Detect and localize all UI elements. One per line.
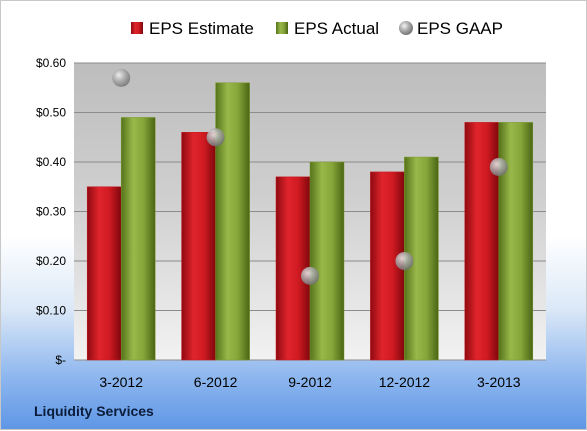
y-tick-label: $0.50 <box>36 106 66 120</box>
bar-eps-actual <box>498 122 534 361</box>
legend-item-estimate: EPS Estimate <box>131 19 254 38</box>
legend-label-actual: EPS Actual <box>294 19 379 38</box>
bar-eps-actual <box>215 82 250 361</box>
y-tick-label: $- <box>55 353 66 367</box>
legend-swatch-gaap <box>399 21 413 35</box>
bar-eps-estimate <box>464 122 500 361</box>
bar-eps-actual <box>309 161 345 361</box>
legend: EPS Estimate EPS Actual EPS GAAP <box>131 19 503 38</box>
x-axis-categories: 3-2012 6-2012 9-2012 12-2012 3-2013 <box>99 374 520 390</box>
legend-swatch-actual <box>276 22 288 34</box>
legend-swatch-estimate <box>131 22 143 34</box>
marker-eps-gaap <box>489 157 508 176</box>
legend-label-gaap: EPS GAAP <box>417 19 503 38</box>
y-tick-label: $0.40 <box>36 155 66 169</box>
bar-eps-actual <box>120 117 156 361</box>
x-category-label: 12-2012 <box>379 374 431 390</box>
gaap-markers <box>112 68 508 285</box>
x-category-label: 3-2013 <box>477 374 521 390</box>
x-category-label: 9-2012 <box>288 374 332 390</box>
marker-eps-gaap <box>206 128 225 147</box>
bar-eps-estimate <box>275 176 311 361</box>
y-axis-ticks: $- $0.10 $0.20 $0.30 $0.40 $0.50 $0.60 <box>36 56 66 367</box>
y-tick-label: $0.30 <box>36 205 66 219</box>
x-category-label: 3-2012 <box>99 374 143 390</box>
y-tick-label: $0.20 <box>36 254 66 268</box>
company-name: Liquidity Services <box>34 403 154 419</box>
legend-label-estimate: EPS Estimate <box>149 19 254 38</box>
legend-item-actual: EPS Actual <box>276 19 379 38</box>
x-category-label: 6-2012 <box>194 374 238 390</box>
marker-eps-gaap <box>395 252 414 270</box>
bar-eps-estimate <box>86 186 122 361</box>
y-tick-label: $0.60 <box>36 56 66 70</box>
bar-eps-estimate <box>181 132 216 361</box>
marker-eps-gaap <box>112 68 131 87</box>
legend-item-gaap: EPS GAAP <box>399 19 503 38</box>
y-tick-label: $0.10 <box>36 304 66 318</box>
marker-eps-gaap <box>301 266 319 285</box>
